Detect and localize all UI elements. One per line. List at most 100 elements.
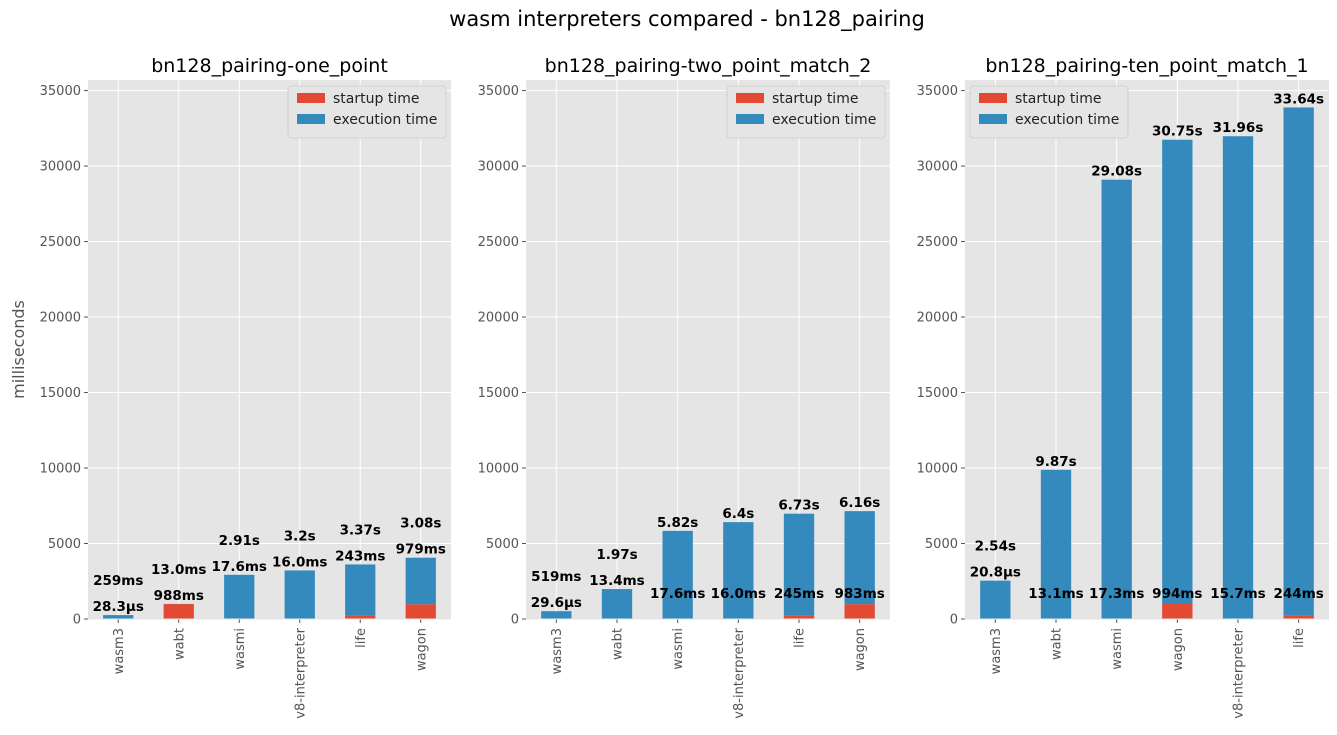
- bar-startup-life: [783, 615, 815, 619]
- data-label-execution: 2.54s: [975, 539, 1016, 555]
- data-label-startup: 17.6ms: [650, 586, 705, 602]
- subplot-title: bn128_pairing-one_point: [151, 55, 388, 77]
- data-label-execution: 31.96s: [1213, 120, 1264, 136]
- xtick-label: v8-interpreter: [293, 627, 308, 718]
- bar-execution-wasm3: [980, 580, 1011, 619]
- data-label-execution: 6.73s: [778, 498, 819, 514]
- data-label-startup: 245ms: [774, 586, 824, 602]
- legend: startup time execution time: [969, 85, 1129, 139]
- legend-swatch: [979, 93, 1007, 103]
- ytick-label: 15000: [40, 386, 81, 401]
- legend-swatch: [297, 114, 325, 124]
- xtick-label: v8-interpreter: [1232, 627, 1247, 718]
- legend-swatch: [736, 93, 764, 103]
- xtick-label: wagon: [853, 628, 868, 671]
- legend-label: startup time: [333, 91, 419, 107]
- ytick-label: 35000: [478, 84, 519, 99]
- ytick-label: 20000: [40, 311, 81, 326]
- data-label-execution: 29.08s: [1091, 164, 1142, 180]
- data-label-startup: 243ms: [335, 548, 385, 564]
- xtick-label: wabt: [1050, 628, 1065, 660]
- data-label-startup: 13.1ms: [1028, 586, 1083, 602]
- y-axis-label: milliseconds: [9, 300, 28, 399]
- subplots: 0 5000 10000 15000 20000 25000 30000 35000 milli…: [9, 55, 1329, 719]
- legend-box: [726, 85, 886, 139]
- bar-execution-wagon: [844, 511, 875, 605]
- bar-startup-wagon: [1162, 603, 1193, 619]
- xtick-label: wabt: [172, 628, 187, 660]
- subplot-3: 0 5000 10000 15000 20000 25000 30000 35000 bn128…: [917, 55, 1329, 719]
- legend-label: execution time: [772, 112, 876, 128]
- ytick-label: 5000: [925, 537, 958, 552]
- bar-execution-wabt: [601, 589, 633, 619]
- bar-execution-wasmi: [662, 530, 693, 619]
- xtick-label: life: [793, 628, 808, 648]
- ytick-label: 25000: [917, 235, 958, 250]
- subplot-2: 0 5000 10000 15000 20000 25000 30000 35000 bn128…: [478, 55, 890, 719]
- plot-area: [526, 80, 890, 619]
- ytick-label: 5000: [48, 537, 81, 552]
- bar-startup-life: [345, 615, 376, 619]
- legend-label: startup time: [1015, 91, 1101, 107]
- xtick-label: wasm3: [550, 628, 565, 674]
- data-label-startup: 988ms: [154, 588, 204, 604]
- xtick-label: wasmi: [671, 628, 686, 670]
- subplot-title: bn128_pairing-ten_point_match_1: [985, 55, 1308, 77]
- ytick-label: 10000: [40, 462, 81, 477]
- xtick-label: life: [1292, 628, 1307, 648]
- plot-area: [88, 80, 451, 619]
- bar-execution-wasmi: [1101, 179, 1132, 619]
- xtick-label: v8-interpreter: [732, 627, 747, 718]
- xtick-label: wasm3: [989, 628, 1004, 674]
- figure-title: wasm interpreters compared - bn128_pairi…: [449, 7, 925, 32]
- plot-area: [965, 80, 1329, 619]
- data-label-startup: 28.3µs: [93, 599, 144, 615]
- data-label-execution: 13.0ms: [151, 562, 206, 578]
- data-label-execution: 2.91s: [219, 533, 260, 549]
- data-label-startup: 20.8µs: [970, 565, 1021, 581]
- legend: startup time execution time: [287, 85, 447, 139]
- ytick-label: 5000: [486, 537, 519, 552]
- data-label-execution: 3.37s: [340, 522, 381, 538]
- data-label-execution: 259ms: [93, 573, 143, 589]
- data-label-startup: 16.0ms: [272, 554, 327, 570]
- data-label-execution: 3.08s: [400, 516, 441, 532]
- data-label-startup: 17.6ms: [212, 559, 267, 575]
- xtick-label: wasmi: [233, 628, 248, 670]
- bar-execution-wabt: [1040, 469, 1072, 619]
- legend-box: [287, 85, 447, 139]
- legend-box: [969, 85, 1129, 139]
- xtick-label: wasmi: [1110, 628, 1125, 670]
- ytick-label: 25000: [40, 235, 81, 250]
- bar-execution-v8-interpreter: [1222, 136, 1254, 619]
- bar-execution-wagon: [1162, 139, 1193, 604]
- data-label-execution: 1.97s: [596, 547, 637, 563]
- data-label-startup: 16.0ms: [711, 586, 766, 602]
- legend-label: execution time: [333, 112, 437, 128]
- ytick-label: 15000: [478, 386, 519, 401]
- data-label-startup: 15.7ms: [1210, 586, 1265, 602]
- data-label-execution: 30.75s: [1152, 124, 1203, 140]
- xtick-label: life: [354, 628, 369, 648]
- data-label-execution: 5.82s: [657, 515, 698, 531]
- bar-execution-wasm3: [103, 615, 134, 619]
- legend-swatch: [297, 93, 325, 103]
- ytick-label: 25000: [478, 235, 519, 250]
- bar-execution-wagon: [405, 557, 436, 605]
- ytick-label: 30000: [478, 160, 519, 175]
- bar-execution-wasmi: [224, 574, 255, 619]
- bar-startup-wagon: [844, 604, 875, 619]
- data-label-execution: 33.64s: [1273, 91, 1324, 107]
- bar-execution-v8-interpreter: [284, 570, 315, 619]
- xtick-label: wagon: [414, 628, 429, 671]
- data-label-execution: 6.16s: [839, 495, 880, 511]
- data-label-startup: 29.6µs: [531, 595, 582, 611]
- data-label-startup: 994ms: [1152, 586, 1202, 602]
- data-label-startup: 983ms: [835, 586, 885, 602]
- bar-startup-wagon: [405, 604, 436, 619]
- legend-swatch: [979, 114, 1007, 124]
- ytick-label: 30000: [40, 160, 81, 175]
- ytick-label: 20000: [917, 311, 958, 326]
- bar-execution-wasm3: [541, 611, 572, 619]
